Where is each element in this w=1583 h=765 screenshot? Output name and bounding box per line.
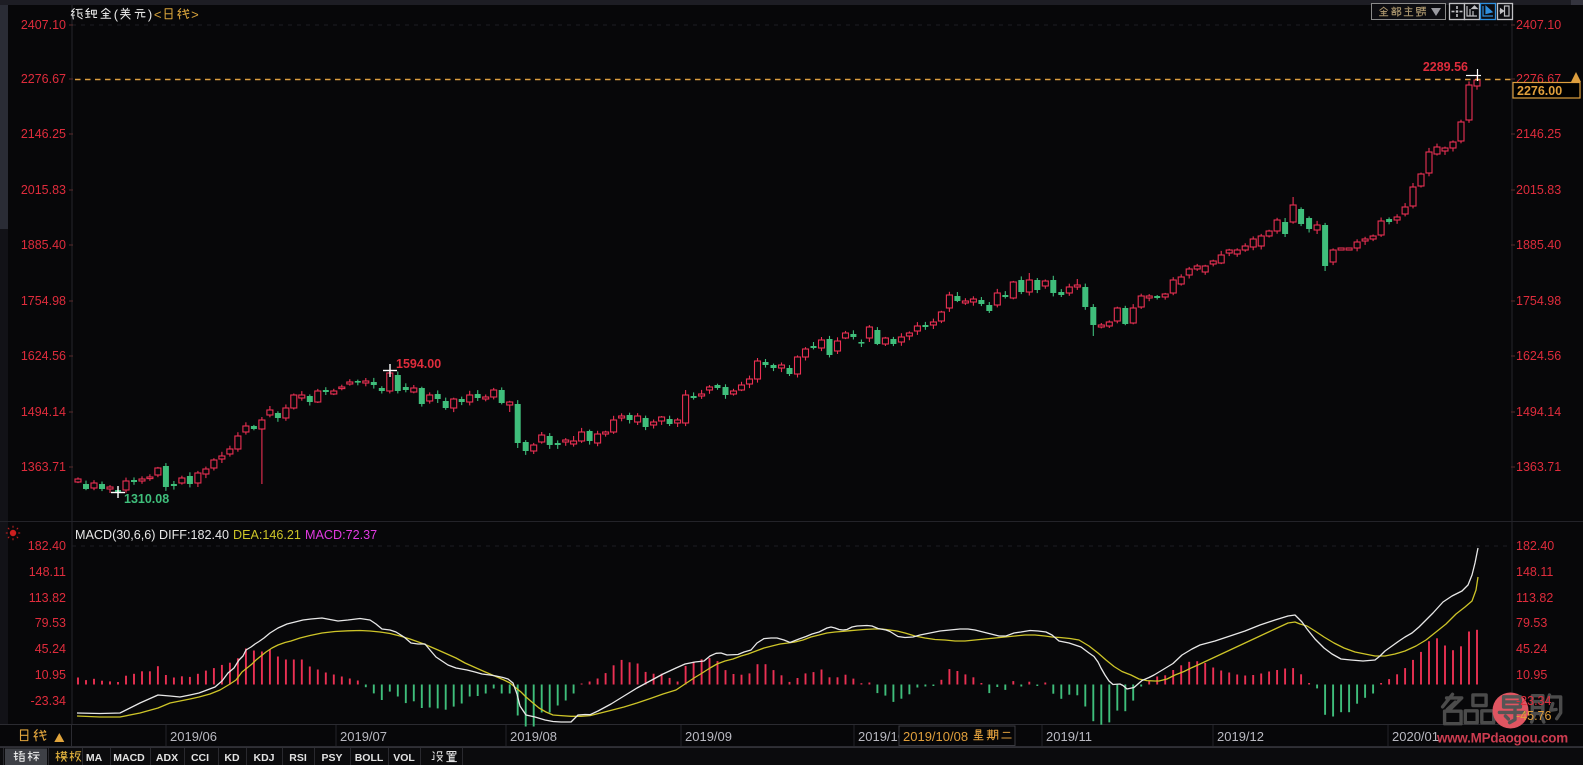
- svg-text:2020/01: 2020/01: [1392, 729, 1439, 744]
- svg-text:113.82: 113.82: [29, 591, 66, 605]
- svg-text:1624.56: 1624.56: [21, 349, 66, 363]
- svg-text:2019/10/08: 2019/10/08: [903, 729, 968, 744]
- svg-text:1885.40: 1885.40: [1516, 238, 1561, 252]
- svg-text:79.53: 79.53: [35, 616, 66, 630]
- svg-text:>: >: [191, 7, 199, 22]
- svg-text:2019/08: 2019/08: [510, 729, 557, 744]
- svg-text:2019/09: 2019/09: [685, 729, 732, 744]
- svg-text:MACD: MACD: [113, 752, 145, 764]
- svg-text:www.MPdaogou.com: www.MPdaogou.com: [1436, 731, 1568, 746]
- svg-text:MACD:72.37: MACD:72.37: [305, 528, 377, 542]
- svg-text:<: <: [154, 7, 162, 22]
- svg-text:BOLL: BOLL: [355, 752, 384, 764]
- svg-text:(: (: [114, 7, 119, 22]
- svg-text:1754.98: 1754.98: [1516, 294, 1561, 308]
- svg-text:1494.14: 1494.14: [21, 405, 66, 419]
- svg-text:1754.98: 1754.98: [21, 294, 66, 308]
- svg-text:113.82: 113.82: [1516, 591, 1553, 605]
- svg-text:2289.56: 2289.56: [1423, 60, 1468, 74]
- svg-text:1885.40: 1885.40: [21, 238, 66, 252]
- svg-text:PSY: PSY: [321, 752, 342, 764]
- svg-text:-23.34: -23.34: [31, 694, 66, 708]
- svg-text:10.95: 10.95: [1516, 668, 1547, 682]
- svg-text:2276.67: 2276.67: [21, 72, 66, 86]
- svg-text:2146.25: 2146.25: [1516, 127, 1561, 141]
- svg-text:CCI: CCI: [191, 752, 209, 764]
- svg-text:1624.56: 1624.56: [1516, 349, 1561, 363]
- svg-text:2276.00: 2276.00: [1517, 84, 1562, 98]
- svg-text:ADX: ADX: [156, 752, 178, 764]
- svg-text:2019/11: 2019/11: [1046, 729, 1092, 744]
- svg-text:2015.83: 2015.83: [1516, 183, 1561, 197]
- svg-text:): ): [148, 7, 152, 22]
- svg-text:KD: KD: [224, 752, 240, 764]
- svg-text:10.95: 10.95: [35, 668, 66, 682]
- svg-text:2019/10: 2019/10: [858, 729, 905, 744]
- svg-text:148.11: 148.11: [1516, 565, 1553, 579]
- svg-text:DEA:146.21: DEA:146.21: [233, 528, 301, 542]
- svg-text:1494.14: 1494.14: [1516, 405, 1561, 419]
- svg-text:2019/12: 2019/12: [1217, 729, 1264, 744]
- svg-text:182.40: 182.40: [1516, 539, 1554, 553]
- svg-text:2407.10: 2407.10: [21, 18, 66, 32]
- svg-text:VOL: VOL: [393, 752, 415, 764]
- svg-text:KDJ: KDJ: [253, 752, 274, 764]
- svg-text:MA: MA: [86, 752, 103, 764]
- svg-text:1363.71: 1363.71: [1516, 460, 1561, 474]
- svg-text:2146.25: 2146.25: [21, 127, 66, 141]
- svg-text:1594.00: 1594.00: [396, 357, 441, 371]
- svg-text:-45.76: -45.76: [1516, 709, 1551, 723]
- svg-text:79.53: 79.53: [1516, 616, 1547, 630]
- svg-text:2407.10: 2407.10: [1516, 18, 1561, 32]
- svg-text:45.24: 45.24: [35, 642, 66, 656]
- svg-text:1310.08: 1310.08: [124, 492, 169, 506]
- svg-text:148.11: 148.11: [29, 565, 66, 579]
- svg-text:182.40: 182.40: [28, 539, 66, 553]
- svg-text:2019/07: 2019/07: [340, 729, 387, 744]
- svg-text:MACD(30,6,6) DIFF:182.40: MACD(30,6,6) DIFF:182.40: [75, 528, 229, 542]
- svg-text:1363.71: 1363.71: [21, 460, 66, 474]
- svg-text:RSI: RSI: [289, 752, 307, 764]
- svg-text:-23.34: -23.34: [1516, 694, 1551, 708]
- svg-text:2015.83: 2015.83: [21, 183, 66, 197]
- svg-text:2019/06: 2019/06: [170, 729, 217, 744]
- svg-text:45.24: 45.24: [1516, 642, 1547, 656]
